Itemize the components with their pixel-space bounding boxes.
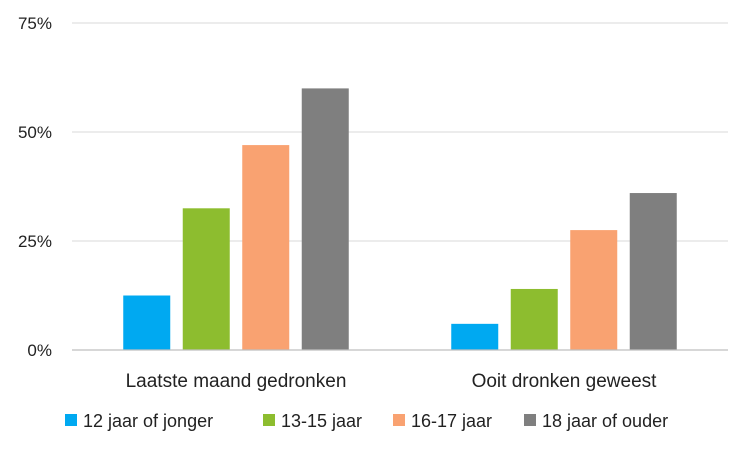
- bar-1-2: [182, 208, 230, 350]
- legend-label-1: 12 jaar of jonger: [83, 411, 213, 431]
- legend-swatch-4: [524, 414, 536, 426]
- gridlines: [72, 22, 728, 242]
- bar-2-2: [510, 288, 558, 350]
- bar-1-3: [242, 145, 290, 350]
- legend-swatch-1: [65, 414, 77, 426]
- bar-1-1: [123, 295, 171, 350]
- y-tick-label: 75%: [18, 14, 52, 33]
- legend-swatch-2: [263, 414, 275, 426]
- y-tick-label: 50%: [18, 123, 52, 142]
- category-label: Laatste maand gedronken: [126, 371, 347, 392]
- bar-1-4: [301, 88, 349, 351]
- category-label: Ooit dronken geweest: [472, 371, 658, 392]
- legend: 12 jaar of jonger 13-15 jaar 16-17 jaar 18 …: [65, 411, 668, 431]
- legend-label-3: 16-17 jaar: [411, 411, 492, 431]
- bar-2-3: [570, 230, 618, 350]
- legend-label-2: 13-15 jaar: [281, 411, 362, 431]
- y-tick-label: 0%: [27, 341, 52, 360]
- category-labels: Laatste maand gedronken Ooit dronken gewe…: [126, 371, 658, 392]
- bar-2-1: [451, 323, 499, 350]
- y-axis-ticks: 0% 25% 50% 75%: [18, 14, 52, 360]
- legend-label-4: 18 jaar of ouder: [542, 411, 668, 431]
- bar-2-4: [629, 193, 677, 350]
- y-tick-label: 25%: [18, 232, 52, 251]
- bars: [123, 88, 677, 351]
- legend-swatch-3: [393, 414, 405, 426]
